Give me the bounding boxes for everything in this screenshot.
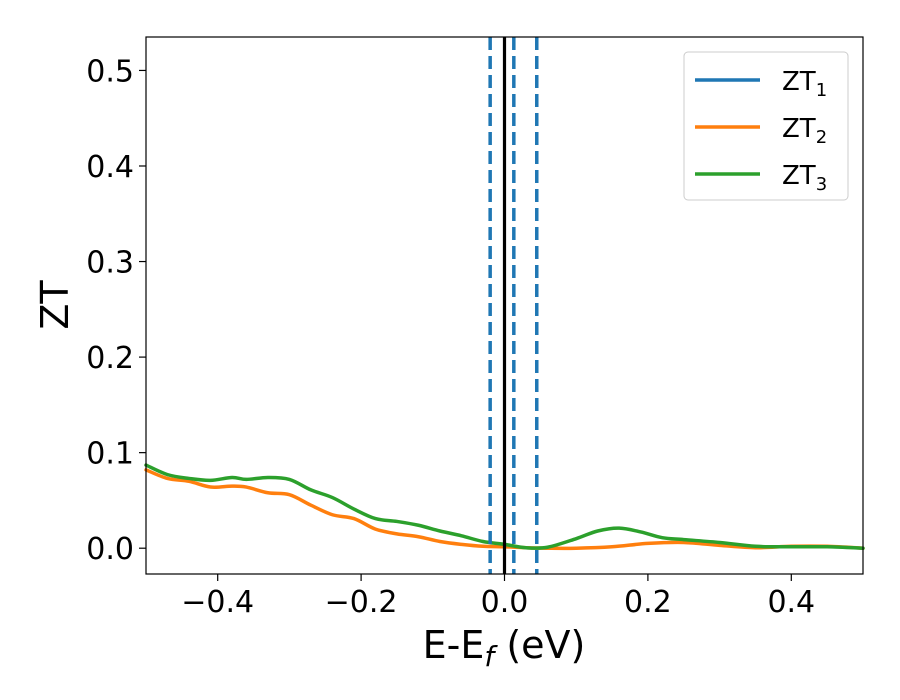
legend-label-sub: 3 xyxy=(816,174,827,195)
legend-label-main: ZT xyxy=(782,67,816,97)
x-axis-title: E-Ef (eV) xyxy=(423,623,586,673)
series-layer xyxy=(144,463,865,551)
legend-label: ZT3 xyxy=(782,161,827,195)
y-axis: 0.0 0.1 0.2 0.3 0.4 0.5 xyxy=(86,54,146,567)
y-tick-label: 0.3 xyxy=(86,246,134,281)
legend-label: ZT1 xyxy=(782,67,827,101)
y-tick-label: 0.4 xyxy=(86,150,134,185)
legend-box xyxy=(683,51,849,201)
x-axis-title-main: E-E xyxy=(423,623,485,667)
x-tick-label: −0.2 xyxy=(325,585,398,620)
y-tick-label: 0.2 xyxy=(86,341,134,376)
legend-label-main: ZT xyxy=(782,114,816,144)
y-axis-title: ZT xyxy=(33,280,77,330)
x-tick-label: 0.0 xyxy=(481,585,529,620)
x-tick-label: −0.4 xyxy=(181,585,254,620)
series-line-zt3 xyxy=(144,463,865,550)
y-tick-label: 0.1 xyxy=(86,437,134,472)
legend-label-sub: 1 xyxy=(816,80,827,101)
legend-label-main: ZT xyxy=(782,161,816,191)
x-axis-title-unit: (eV) xyxy=(494,623,585,667)
reference-lines xyxy=(488,37,539,574)
legend-label-sub: 2 xyxy=(816,127,827,148)
y-tick-label: 0.0 xyxy=(86,532,134,567)
y-tick-label: 0.5 xyxy=(86,54,134,89)
x-axis: −0.4 −0.2 0.0 0.2 0.4 xyxy=(181,574,815,620)
legend-label: ZT2 xyxy=(782,114,827,148)
x-tick-label: 0.2 xyxy=(624,585,672,620)
x-tick-label: 0.4 xyxy=(767,585,815,620)
series-line-zt2 xyxy=(144,468,865,551)
